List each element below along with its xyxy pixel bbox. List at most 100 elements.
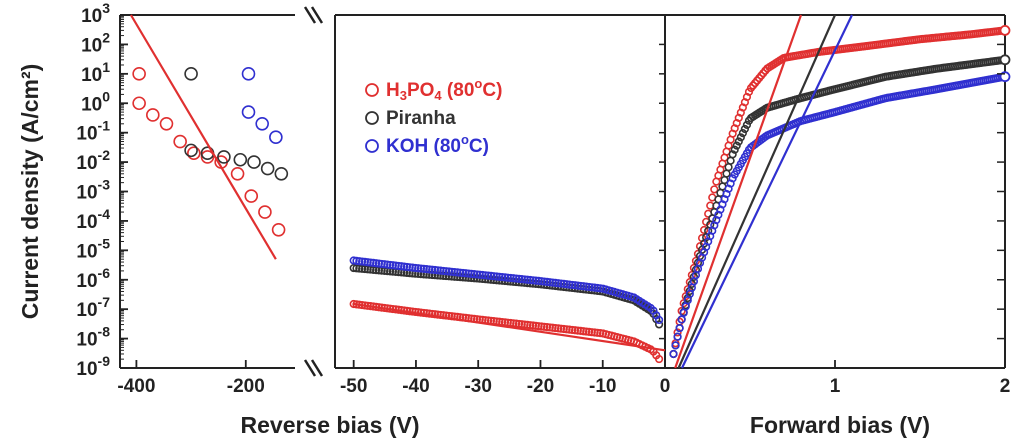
koh-reverse-point [472, 270, 482, 279]
piranha-forward-point [732, 141, 741, 150]
x-tick-label: 0 [660, 376, 671, 397]
piranha-breakdown-point [247, 155, 261, 169]
koh-reverse-point [475, 270, 484, 279]
piranha-forward-point [722, 169, 731, 178]
h3po4-forward-point [699, 225, 709, 235]
y-tick-label: 10-3 [76, 177, 110, 204]
h3po4-breakdown-point [271, 222, 286, 237]
koh-forward-point [675, 323, 684, 333]
axis-break-top [303, 6, 324, 24]
piranha-forward-fit [677, 14, 837, 369]
koh-reverse-point [453, 268, 462, 277]
y-tick-label: 10-7 [76, 294, 110, 321]
y-tick-label: 101 [81, 59, 110, 86]
piranha-forward-point [730, 145, 739, 154]
koh-forward-fit [681, 14, 853, 369]
y-tick-label: 102 [81, 29, 110, 56]
y-tick-label: 10-1 [76, 118, 110, 145]
h3po4-breakdown-point [230, 166, 245, 181]
koh-reverse-point [422, 265, 431, 274]
x-tick-label: -400 [117, 376, 155, 397]
koh-reverse-point [484, 271, 493, 280]
y-tick-label: 10-9 [76, 353, 110, 380]
koh-reverse-point [654, 315, 664, 325]
koh-reverse-point [456, 268, 465, 277]
koh-reverse-point [531, 276, 540, 285]
x-tick-label: -200 [227, 376, 265, 397]
h3po4-forward-point [691, 256, 701, 266]
x-tick-label: -20 [527, 376, 554, 397]
piranha-forward-point [740, 124, 750, 134]
x-axis-title-reverse: Reverse bias (V) [241, 412, 420, 438]
piranha-forward-point [742, 120, 752, 129]
y-tick-label: 100 [81, 88, 110, 115]
y-tick-label: 10-2 [76, 147, 110, 174]
koh-reverse-point [509, 274, 518, 283]
legend-marker-h3po4 [365, 83, 379, 97]
koh-reverse-point [419, 264, 428, 273]
piranha-reverse-point [654, 320, 664, 329]
koh-breakdown-point [241, 67, 256, 81]
h3po4-breakdown-point [132, 96, 146, 111]
koh-breakdown-point [255, 117, 269, 131]
h3po4-end-marker [999, 24, 1011, 36]
piranha-breakdown-point [260, 161, 275, 176]
piranha-forward-point [689, 272, 699, 281]
x-tick-label: -40 [402, 376, 429, 397]
koh-reverse-point [523, 275, 532, 284]
h3po4-forward-point [683, 285, 692, 294]
piranha-reverse-point [352, 264, 361, 273]
h3po4-forward-point [681, 292, 690, 301]
koh-reverse-point [514, 274, 524, 283]
y-axis-title: Current density (A/cm²) [17, 64, 43, 320]
y-tick-label: 103 [81, 0, 110, 27]
koh-reverse-point [439, 266, 448, 276]
piranha-forward-point [734, 137, 743, 146]
koh-reverse-point [436, 266, 445, 275]
koh-breakdown-point [241, 105, 256, 119]
koh-reverse-point [430, 265, 440, 275]
h3po4-reverse-point [654, 354, 664, 364]
y-tick-label: 10-6 [76, 265, 110, 292]
koh-reverse-point [503, 273, 512, 282]
koh-reverse-point [489, 272, 498, 281]
koh-reverse-point [498, 272, 507, 282]
legend-marker-koh [365, 139, 379, 153]
legend-marker-piranha [365, 111, 379, 125]
piranha-breakdown-point [217, 150, 231, 164]
h3po4-breakdown-point [258, 205, 272, 219]
koh-reverse-point [464, 269, 473, 278]
koh-reverse-point [461, 269, 470, 278]
koh-reverse-point [450, 267, 459, 277]
koh-reverse-point [442, 267, 451, 276]
piranha-breakdown-point [184, 143, 198, 158]
koh-forward-point [671, 341, 680, 350]
h3po4-forward-point [689, 263, 699, 273]
h3po4-reverse-fit [353, 302, 666, 352]
koh-reverse-point [414, 264, 423, 273]
piranha-breakdown-point [233, 152, 248, 167]
koh-reverse-point [425, 265, 434, 274]
piranha-forward-point [736, 133, 745, 142]
koh-forward-point [669, 349, 678, 359]
koh-reverse-point [512, 274, 521, 283]
piranha-forward-point [726, 156, 735, 165]
koh-reverse-point [481, 271, 490, 280]
x-tick-label: 2 [1000, 376, 1011, 397]
koh-reverse-point [444, 267, 454, 276]
koh-reverse-point [492, 272, 501, 281]
koh-reverse-point [500, 273, 510, 282]
koh-reverse-point [520, 275, 529, 284]
koh-reverse-point [433, 266, 442, 275]
h3po4-forward-point [710, 185, 719, 194]
koh-reverse-point [528, 276, 538, 285]
koh-reverse-point [458, 268, 468, 278]
piranha-reverse-point [349, 263, 358, 273]
koh-reverse-point [506, 273, 515, 283]
y-tick-label: 10-5 [76, 235, 110, 262]
y-tick-label: 10-4 [76, 206, 110, 233]
koh-reverse-point [411, 263, 420, 273]
x-tick-label: -50 [340, 376, 367, 397]
koh-reverse-point [526, 275, 535, 285]
